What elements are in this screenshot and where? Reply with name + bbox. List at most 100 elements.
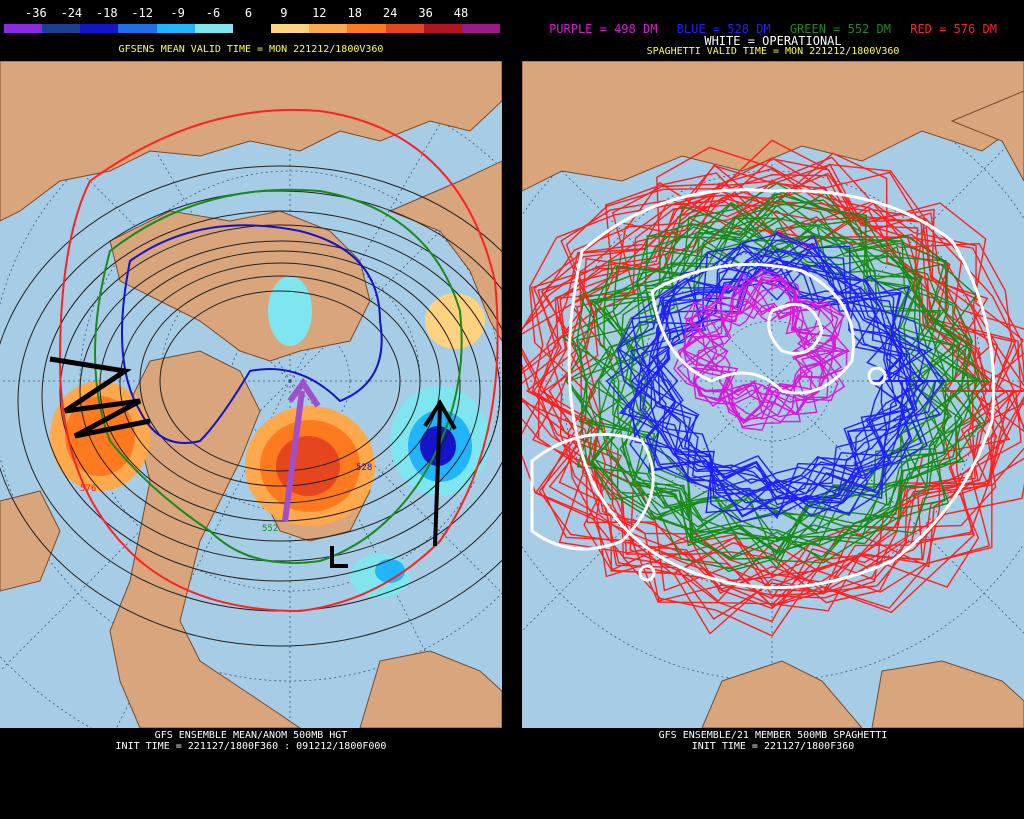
ensemble-mean-panel: -36 -24 -18 -12 -9 -6 6 9 12 18 24 36 48 GFSENS MEAN…	[0, 0, 502, 819]
eurasia-top	[0, 61, 502, 222]
eurasia-top	[522, 61, 1024, 192]
spaghetti-member-line	[616, 239, 942, 518]
ensemble-mean-map: 528 552 576	[0, 61, 502, 728]
operational-pacific-lobe	[530, 432, 655, 551]
spaghetti-member-line	[565, 210, 950, 540]
spaghetti-member-line	[533, 163, 1024, 623]
colorbar-label: 9	[280, 6, 288, 20]
spaghetti-member-line	[652, 279, 941, 504]
spaghetti-member-line	[673, 276, 827, 415]
spaghetti-member-line	[603, 215, 990, 561]
operational-south-circle	[638, 564, 656, 582]
spaghetti-footer-title: GFS ENSEMBLE/21 MEMBER 500MB SPAGHETTI	[658, 730, 888, 741]
north-america	[109, 350, 301, 728]
height-contours	[0, 165, 502, 647]
colorbar-swatch	[309, 24, 348, 33]
mean-footer-title: GFS ENSEMBLE MEAN/ANOM 500MB HGT	[154, 730, 348, 741]
contour-label-576: 576	[80, 484, 96, 494]
central-america	[701, 660, 863, 728]
spaghetti-member-line	[561, 218, 982, 533]
colorbar-label: 48	[453, 6, 469, 20]
anomaly-colorbar	[4, 24, 501, 33]
colorbar-swatch	[4, 24, 43, 33]
spaghetti-member-line	[682, 273, 836, 431]
legend-purple: PURPLE = 498 DM	[549, 22, 658, 36]
legend-green: GREEN = 552 DM	[789, 22, 891, 36]
spaghetti-lines	[522, 139, 1024, 637]
spaghetti-member-line	[525, 181, 1017, 606]
spaghetti-map-svg	[522, 61, 1024, 728]
colorbar-label: -24	[60, 6, 83, 20]
contour-552	[94, 188, 463, 564]
land-masses	[522, 61, 1024, 728]
mean-footer-init: INIT TIME = 221127/1800F360 : 091212/180…	[115, 741, 387, 752]
spaghetti-panel: PURPLE = 498 DM BLUE = 528 DM GREEN = 55…	[522, 0, 1024, 819]
operational-528	[767, 302, 824, 355]
operational-576	[567, 188, 996, 590]
spaghetti-map	[522, 61, 1024, 728]
black-arrow-shaft	[433, 405, 442, 547]
east-coast-negative-core	[375, 559, 405, 583]
spaghetti-footer-init: INIT TIME = 221127/1800F360	[691, 741, 855, 752]
colorbar-label: -36	[25, 6, 47, 20]
spaghetti-member-line	[647, 235, 937, 516]
asia-east	[0, 490, 61, 592]
colorbar-swatch	[461, 24, 501, 33]
legend-white: WHITE = OPERATIONAL	[704, 34, 842, 48]
key-contours	[58, 108, 499, 613]
colorbar-labels: -36 -24 -18 -12 -9 -6 6 9 12 18 24 36 48	[0, 6, 502, 20]
spaghetti-member-line	[676, 269, 839, 403]
spaghetti-member-line	[630, 246, 910, 498]
south-america	[871, 660, 1024, 728]
panel-divider	[502, 0, 522, 819]
ridge-zigzag	[49, 356, 151, 439]
spaghetti-member-line	[683, 275, 849, 423]
spaghetti-member-line	[621, 242, 923, 499]
operational-small-circle	[867, 366, 887, 386]
contour-label-528: 528	[356, 463, 372, 473]
positive-anomaly-core	[276, 436, 340, 496]
spaghetti-member-line	[522, 164, 1013, 582]
legend-blue: BLUE = 528 DM	[676, 22, 771, 36]
spaghetti-member-line	[618, 244, 911, 500]
europe-top	[950, 90, 1024, 182]
spaghetti-member-line	[642, 265, 898, 503]
spaghetti-member-line	[684, 279, 843, 425]
colorbar-label: 6	[244, 6, 253, 20]
purple-arrow-head	[287, 377, 321, 408]
purple-arrow-shaft	[282, 390, 305, 522]
spaghetti-member-line	[629, 251, 905, 514]
colorbar-label: -12	[131, 6, 153, 20]
spaghetti-member-line	[565, 189, 981, 570]
legend-red: RED = 576 DM	[910, 22, 997, 36]
colorbar-label: 36	[418, 6, 433, 20]
contour-label-552: 552	[262, 524, 278, 534]
low-marker-l	[330, 546, 348, 568]
spaghetti-member-line	[617, 259, 926, 520]
spaghetti-valid-time-header: SPAGHETTI VALID TIME = MON 221212/1800V3…	[646, 46, 900, 57]
colorbar-label: -18	[95, 6, 118, 20]
colorbar-swatch	[42, 24, 81, 33]
colorbar-label: -9	[170, 6, 185, 20]
south-america	[359, 650, 502, 728]
operational-contours	[530, 188, 996, 590]
annotations	[49, 356, 457, 568]
colorbar-swatch	[385, 24, 424, 33]
mean-valid-time-header: GFSENS MEAN VALID TIME = MON 221212/1800…	[118, 44, 384, 55]
contour-576	[58, 108, 499, 613]
spaghetti-legend: PURPLE = 498 DM BLUE = 528 DM GREEN = 55…	[522, 22, 1024, 36]
colorbar-swatch	[232, 24, 272, 33]
colorbar-swatch	[271, 24, 310, 33]
colorbar-label: -6	[205, 6, 221, 20]
colorbar-label: 24	[382, 6, 398, 20]
contour-528	[121, 224, 383, 444]
colorbar-swatch	[118, 24, 157, 33]
operational-552	[650, 262, 855, 395]
colorbar-swatch	[156, 24, 195, 33]
colorbar-swatch	[347, 24, 386, 33]
arctic-negative	[268, 276, 312, 346]
spaghetti-member-line	[565, 187, 998, 614]
black-arrow-head	[423, 399, 457, 430]
colorbar-label: 18	[347, 6, 362, 20]
spaghetti-member-line	[567, 163, 1024, 612]
